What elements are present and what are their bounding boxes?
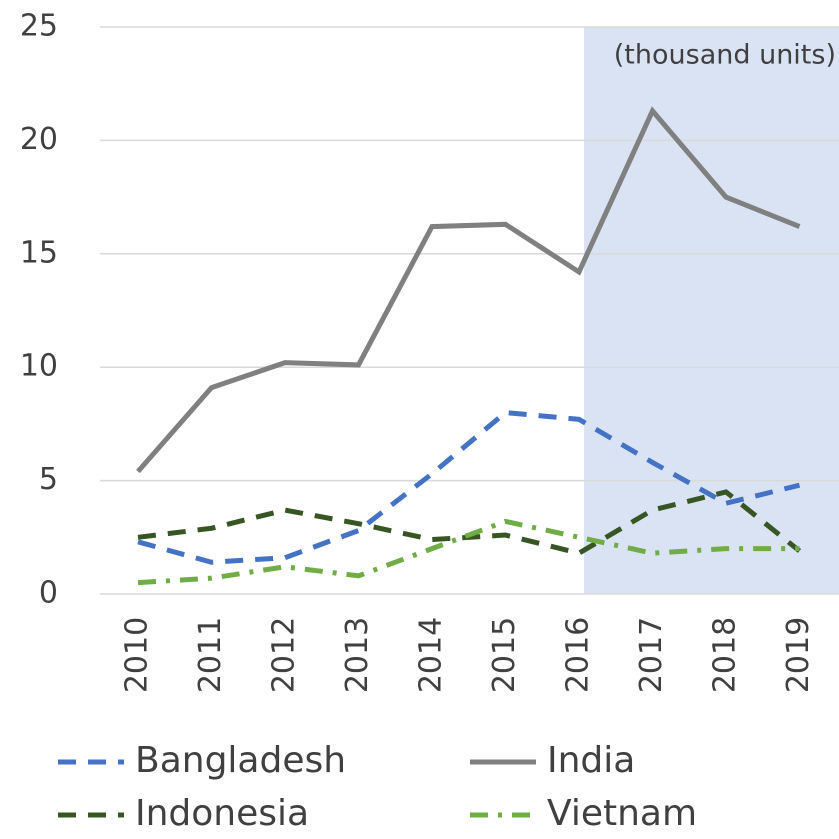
y-tick-label: 15: [20, 235, 58, 270]
x-tick-label: 2019: [781, 617, 816, 693]
series-line: [136, 106, 801, 474]
x-tick-label: 2018: [708, 617, 743, 693]
x-tick-label: 2012: [267, 617, 302, 693]
y-tick-label: 5: [39, 462, 58, 497]
annotation: (thousand units): [614, 40, 836, 71]
series-line: [137, 518, 800, 586]
legend-label: Bangladesh: [135, 740, 346, 781]
legend-label: Indonesia: [135, 793, 309, 834]
legend-label: India: [547, 740, 635, 781]
y-tick-label: 0: [39, 576, 58, 611]
x-tick-label: 2014: [414, 617, 449, 693]
y-tick-label: 25: [20, 9, 58, 44]
x-tick-label: 2016: [561, 617, 596, 693]
x-tick-label: 2010: [120, 617, 155, 693]
y-tick-label: 10: [20, 349, 58, 384]
x-tick-label: 2011: [193, 617, 228, 693]
legend-label: Vietnam: [547, 793, 697, 834]
y-tick-label: 20: [20, 122, 58, 157]
highlight-region: [584, 27, 839, 594]
x-tick-label: 2013: [340, 617, 375, 693]
x-tick-label: 2015: [487, 617, 522, 693]
x-tick-label: 2017: [634, 617, 669, 693]
series-line: [137, 409, 801, 565]
